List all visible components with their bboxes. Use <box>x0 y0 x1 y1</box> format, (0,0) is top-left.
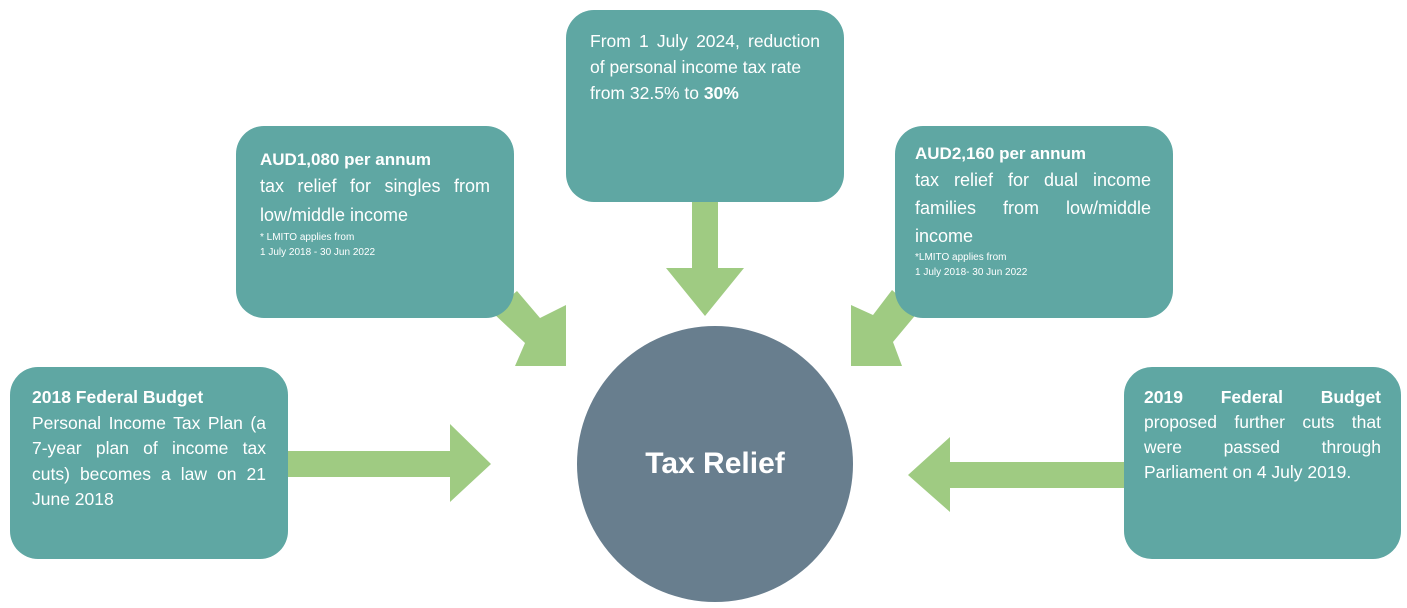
rate-2024-line1: From 1 July 2024, reduction of personal … <box>590 31 820 77</box>
arrow-down-left-icon <box>851 290 918 366</box>
dual-relief-note-line2: 1 July 2018- 30 Jun 2022 <box>915 267 1028 278</box>
singles-relief-note-line1: * LMITO applies from <box>260 232 355 243</box>
arrow-right-icon <box>288 424 491 502</box>
tax-relief-hub: Tax Relief <box>577 326 853 602</box>
arrow-down-icon <box>666 202 744 316</box>
rate-2024-line2-bold: 30% <box>703 83 739 103</box>
budget-2018-heading: 2018 Federal Budget <box>32 387 204 407</box>
arrow-down-right-icon <box>492 291 566 366</box>
singles-relief-box: AUD1,080 per annum tax relief for single… <box>236 126 514 318</box>
budget-2019-text: 2019 Federal Budget proposed further cut… <box>1144 385 1381 485</box>
rate-2024-box: From 1 July 2024, reduction of personal … <box>566 10 844 202</box>
singles-relief-body: tax relief for singles from low/middle i… <box>260 176 490 225</box>
budget-2018-body: Personal Income Tax Plan (a 7-year plan … <box>32 412 266 510</box>
budget-2019-body: proposed further cuts that were passed t… <box>1144 412 1381 482</box>
rate-2024-line2: from 32.5% to 30% <box>590 80 820 106</box>
tax-relief-hub-label: Tax Relief <box>645 447 785 480</box>
dual-relief-heading: AUD2,160 per annum <box>915 144 1086 163</box>
budget-2019-box: 2019 Federal Budget proposed further cut… <box>1124 367 1401 559</box>
dual-relief-body: tax relief for dual income families from… <box>915 170 1151 246</box>
dual-relief-note-line1: *LMITO applies from <box>915 252 1007 263</box>
singles-relief-heading: AUD1,080 per annum <box>260 150 431 169</box>
arrow-left-icon <box>908 437 1126 512</box>
rate-2024-line2-prefix: from 32.5% to <box>590 83 704 103</box>
singles-relief-note-line2: 1 July 2018 - 30 Jun 2022 <box>260 247 376 258</box>
dual-relief-box: AUD2,160 per annum tax relief for dual i… <box>895 126 1173 318</box>
budget-2018-box: 2018 Federal Budget Personal Income Tax … <box>10 367 288 559</box>
budget-2019-heading: 2019 Federal Budget <box>1144 387 1381 407</box>
